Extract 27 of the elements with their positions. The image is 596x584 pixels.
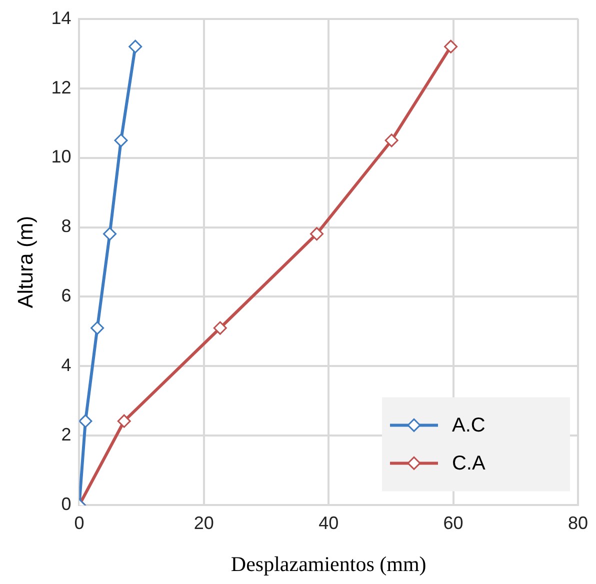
point xyxy=(117,414,131,428)
y-tick-label: 12 xyxy=(51,77,72,98)
y-tick-label: 0 xyxy=(61,494,72,514)
point xyxy=(310,227,324,241)
x-tick-label: 60 xyxy=(443,512,464,533)
point xyxy=(90,321,104,335)
legend-label: A.C xyxy=(452,414,486,437)
point xyxy=(128,40,142,54)
x-tick-label: 80 xyxy=(568,512,588,533)
x-tick-label: 0 xyxy=(74,512,84,533)
y-tick-label: 4 xyxy=(61,355,72,376)
y-tick-label: 10 xyxy=(51,146,72,167)
point xyxy=(103,227,117,241)
y-axis-title: Altura (m) xyxy=(14,216,38,308)
y-tick-label: 14 xyxy=(51,8,72,28)
point xyxy=(114,134,128,148)
x-tick-label: 40 xyxy=(318,512,339,533)
point xyxy=(384,134,398,148)
legend-label: C.A xyxy=(452,452,486,475)
y-tick-label: 8 xyxy=(61,216,72,236)
point xyxy=(213,321,227,335)
y-tick-label: 6 xyxy=(61,286,72,306)
point xyxy=(444,40,458,54)
x-tick-label: 20 xyxy=(194,512,214,533)
x-axis-title: Desplazamientos (mm) xyxy=(230,552,426,576)
point xyxy=(79,414,92,428)
y-tick-label: 2 xyxy=(61,424,72,445)
